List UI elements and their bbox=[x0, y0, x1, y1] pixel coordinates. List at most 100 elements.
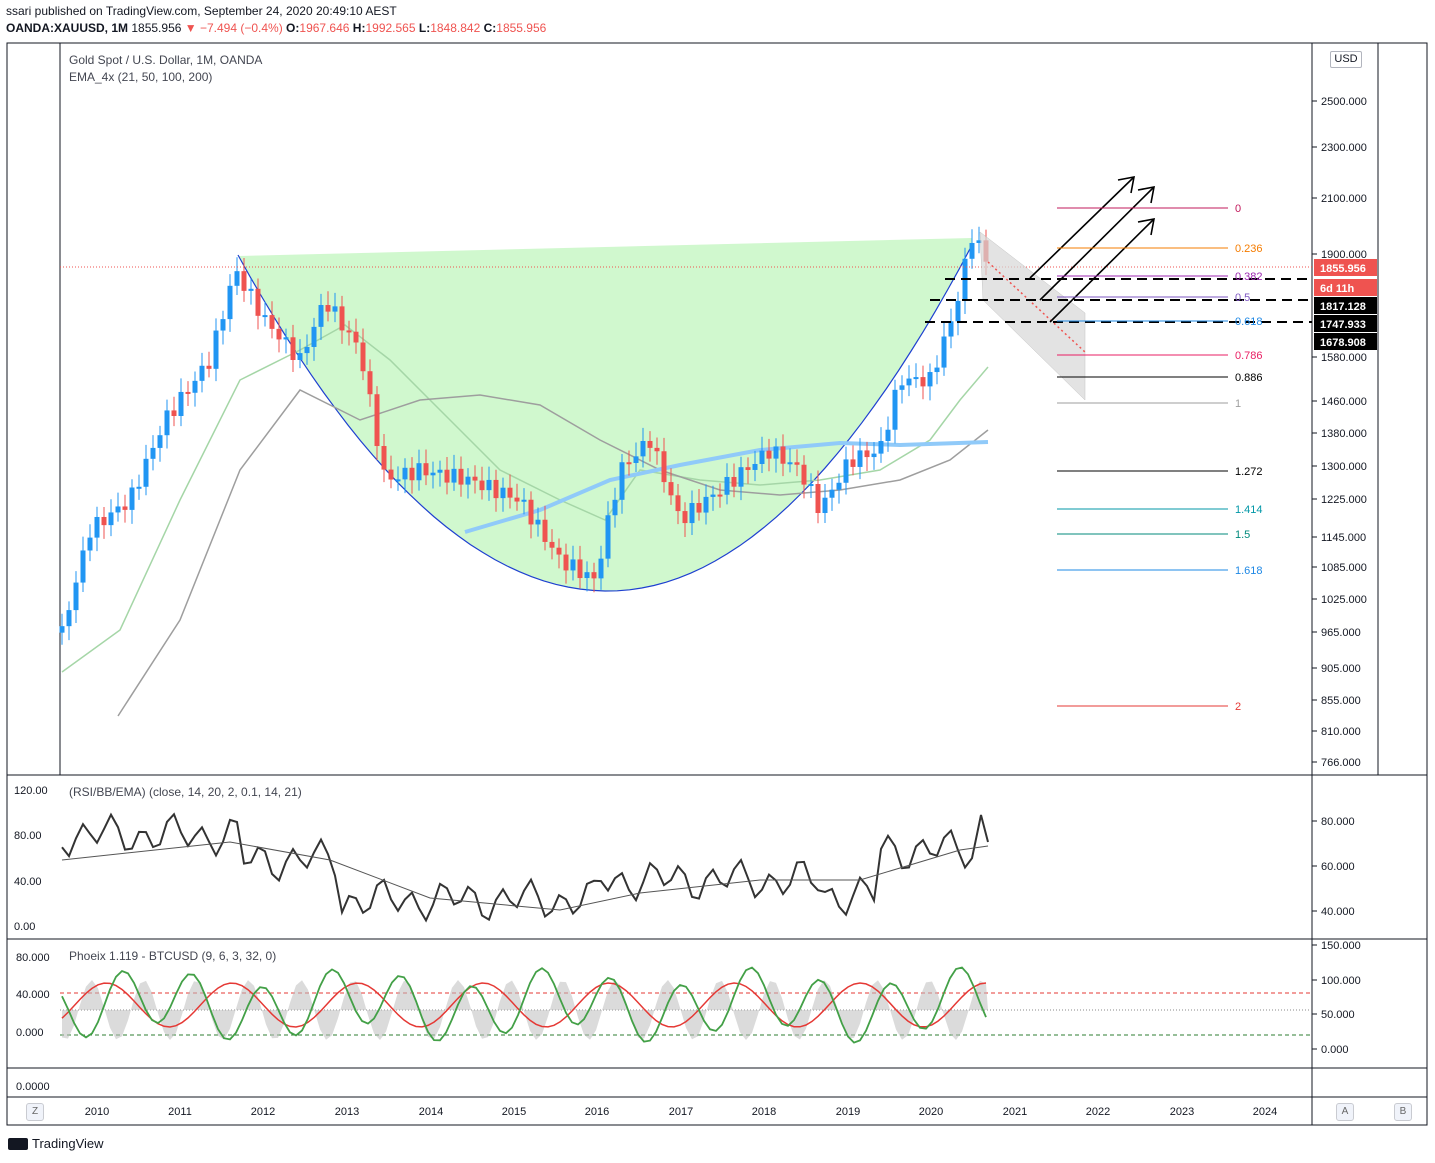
candle-body bbox=[206, 365, 212, 369]
ohlc-line: OANDA:XAUUSD, 1M 1855.956 ▼ −7.494 (−0.4… bbox=[6, 21, 546, 35]
price-axis: 2500.000 2300.000 2100.000 1900.000 1580.000… bbox=[1312, 96, 1367, 769]
candle-body bbox=[248, 288, 254, 291]
candle-body bbox=[325, 305, 331, 312]
candle-body bbox=[73, 582, 79, 611]
candle-body bbox=[731, 476, 737, 487]
candle-body bbox=[94, 516, 100, 538]
candle-body bbox=[234, 271, 240, 286]
rsi-right-tick: 40.000 bbox=[1321, 906, 1355, 918]
candle-body bbox=[934, 367, 940, 373]
time-tick-label: 2014 bbox=[419, 1106, 443, 1118]
candle-body bbox=[507, 487, 513, 498]
candle-body bbox=[227, 285, 233, 320]
candle-body bbox=[633, 456, 639, 463]
candle-body bbox=[878, 441, 884, 454]
candle-body bbox=[892, 389, 898, 430]
candle-body bbox=[654, 447, 660, 452]
price-tag-bg bbox=[1314, 315, 1377, 332]
fib-label: 1.618 bbox=[1235, 565, 1263, 577]
time-tick-label: 2018 bbox=[752, 1106, 776, 1118]
candle-body bbox=[605, 515, 611, 559]
candle-body bbox=[290, 337, 296, 360]
phoeix-right-tick: 50.000 bbox=[1321, 1009, 1355, 1021]
fib-label: 1.414 bbox=[1235, 504, 1263, 516]
phoeix-histogram bbox=[62, 980, 988, 1040]
candle-body bbox=[759, 450, 765, 464]
candle-body bbox=[465, 476, 471, 485]
candle-body bbox=[556, 547, 562, 555]
currency-button[interactable]: USD bbox=[1330, 51, 1362, 68]
rsi-right-tick: 60.000 bbox=[1321, 861, 1355, 873]
fib-label: 2 bbox=[1235, 701, 1241, 713]
candle-body bbox=[136, 486, 142, 489]
brand-label: TradingView bbox=[32, 1136, 104, 1151]
candle-body bbox=[143, 458, 149, 487]
candle-body bbox=[906, 378, 912, 386]
time-tick-label: 2011 bbox=[168, 1106, 192, 1118]
candle-body bbox=[514, 497, 520, 502]
price-tag-bg bbox=[1314, 259, 1377, 276]
candle-body bbox=[542, 519, 548, 542]
candle-body bbox=[297, 353, 303, 360]
phoeix-pane: 80.000 40.000 0.000 150.000 100.000 50.000 0.0… bbox=[16, 940, 1361, 1093]
candle-body bbox=[451, 468, 457, 483]
candle-body bbox=[591, 572, 597, 579]
candles bbox=[59, 226, 989, 645]
candle-body bbox=[836, 482, 842, 490]
price-tag-label: 1817.128 bbox=[1320, 301, 1366, 313]
fib-label: 0 bbox=[1235, 203, 1241, 215]
phoeix-right-tick: 100.000 bbox=[1321, 975, 1361, 987]
candle-body bbox=[941, 336, 947, 368]
tradingview-logo[interactable]: TradingView bbox=[8, 1136, 104, 1151]
candle-body bbox=[682, 511, 688, 524]
candle-body bbox=[850, 459, 856, 467]
candle-body bbox=[745, 467, 751, 470]
log-scale-button[interactable]: B bbox=[1394, 1103, 1412, 1121]
candle-body bbox=[703, 496, 709, 513]
chart-title: Gold Spot / U.S. Dollar, 1M, OANDA bbox=[69, 53, 263, 67]
candle-body bbox=[626, 462, 632, 465]
time-tick-label: 2020 bbox=[919, 1106, 943, 1118]
candle-body bbox=[87, 537, 93, 551]
candle-body bbox=[276, 328, 282, 340]
zoom-reset-button[interactable]: Z bbox=[26, 1103, 44, 1121]
fib-label: 1.5 bbox=[1235, 529, 1250, 541]
tradingview-logo-icon bbox=[8, 1137, 28, 1150]
candle-body bbox=[577, 559, 583, 579]
auto-scale-button[interactable]: A bbox=[1336, 1103, 1354, 1121]
candle-body bbox=[80, 550, 86, 583]
phoeix-right-tick: 150.000 bbox=[1321, 940, 1361, 952]
candle-body bbox=[619, 462, 625, 500]
candle-body bbox=[913, 377, 919, 380]
price-tick-label: 905.000 bbox=[1321, 663, 1361, 675]
candle-body bbox=[388, 469, 394, 480]
candle-body bbox=[738, 467, 744, 487]
price-tick-label: 810.000 bbox=[1321, 726, 1361, 738]
candle-body bbox=[178, 391, 184, 416]
phoeix-main-line bbox=[61, 966, 987, 1044]
candle-body bbox=[787, 462, 793, 465]
rsi-legend: (RSI/BB/EMA) (close, 14, 20, 2, 0.1, 14,… bbox=[69, 785, 302, 799]
rsi-left-tick: 120.00 bbox=[14, 785, 48, 797]
price-tag-bg bbox=[1314, 297, 1377, 314]
candle-body bbox=[801, 464, 807, 485]
rsi-pane: 120.00 80.00 40.00 0.00 80.000 60.000 40.000 bbox=[14, 785, 1355, 933]
candle-body bbox=[521, 499, 527, 502]
candle-body bbox=[374, 394, 380, 447]
candle-body bbox=[381, 446, 387, 470]
fib-label: 1.272 bbox=[1235, 466, 1263, 478]
phoeix-left-tick: 40.000 bbox=[16, 989, 50, 1001]
candle-body bbox=[458, 468, 464, 485]
candle-body bbox=[367, 371, 373, 395]
price-tick-label: 965.000 bbox=[1321, 627, 1361, 639]
ema-50-line bbox=[117, 389, 989, 717]
rsi-left-tick: 40.00 bbox=[14, 876, 42, 888]
price-tick-label: 1380.000 bbox=[1321, 428, 1367, 440]
high-value: 1992.565 bbox=[365, 21, 416, 35]
candle-body bbox=[164, 410, 170, 436]
rsi-line bbox=[61, 812, 989, 923]
candle-body bbox=[66, 610, 72, 627]
fib-label: 0.618 bbox=[1235, 316, 1263, 328]
candle-body bbox=[780, 446, 786, 464]
